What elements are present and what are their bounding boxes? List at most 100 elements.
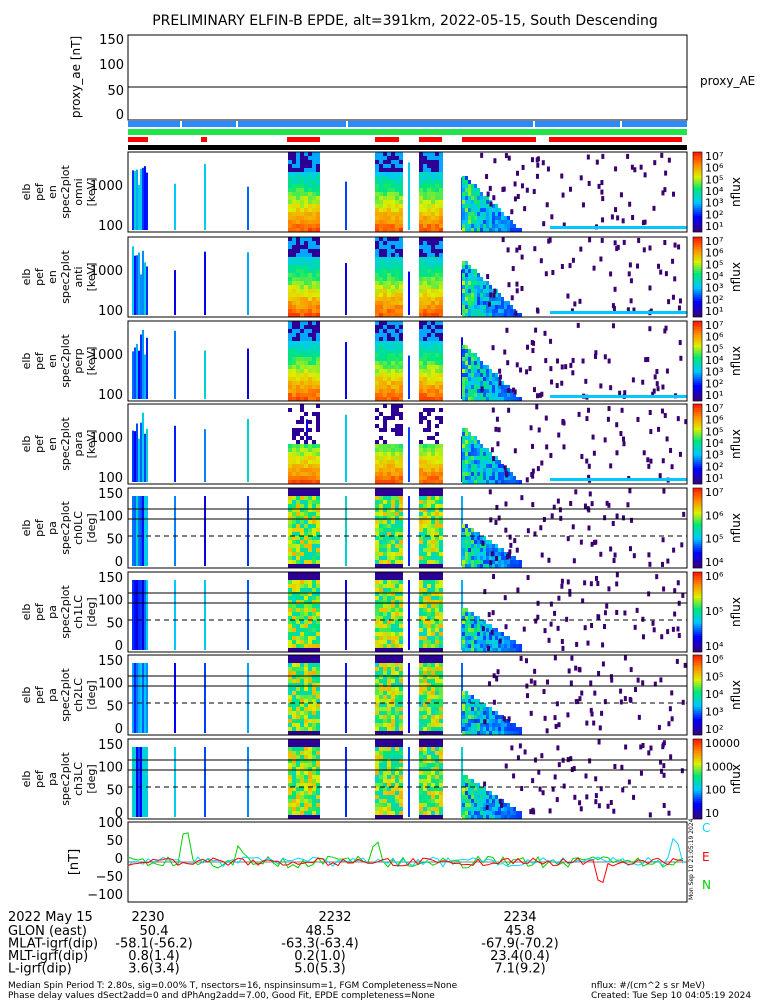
spectro-cell (296, 440, 300, 444)
spectro-cell (387, 452, 391, 456)
spectro-dot (553, 610, 557, 616)
spectro-cell (423, 257, 427, 261)
spectro-stripe (132, 747, 134, 817)
spectro-cell (489, 711, 492, 715)
colorbar-cell (693, 715, 702, 718)
spectro-cell (439, 381, 443, 385)
colorbar-cell (693, 283, 702, 286)
spectro-cell (308, 564, 312, 568)
spectro-cell (292, 337, 296, 341)
spectro-dot (648, 285, 652, 291)
spectro-cell (391, 404, 395, 408)
colorbar-cell (693, 172, 702, 175)
spectro-cell (379, 381, 383, 385)
spectro-cell (296, 172, 300, 176)
spectro-cell (423, 277, 427, 281)
spectro-cell (292, 452, 296, 456)
colorbar-cell (693, 255, 702, 258)
spectro-cell (477, 228, 480, 232)
spectro-cell (431, 333, 435, 337)
spectro-cell (312, 212, 316, 216)
spectro-cell (296, 628, 300, 632)
spectro-cell (375, 249, 379, 253)
spectro-cell (387, 572, 391, 576)
spectro-cell (391, 548, 395, 552)
spectro-cell (471, 297, 474, 301)
spectro-cell (483, 556, 486, 560)
spectro-cell (462, 281, 465, 285)
colorbar-cell (693, 538, 702, 541)
colorbar-cell (693, 343, 702, 346)
spectro-cell (316, 616, 320, 620)
spectro-cell (439, 600, 443, 604)
spectro-cell (292, 428, 296, 432)
spectro-cell (492, 393, 495, 397)
spectro-cell (465, 532, 468, 536)
spectro-cell (395, 723, 399, 727)
spectro-cell (419, 679, 423, 683)
spectro-cell (288, 667, 292, 671)
spectro-dot (567, 668, 571, 674)
spectro-cell (312, 588, 316, 592)
colorbar-cell (693, 208, 702, 211)
spectro-cell (391, 341, 395, 345)
spectro-cell (316, 224, 320, 228)
spectro-cell (427, 381, 431, 385)
spectro-dot (592, 265, 596, 271)
spectro-cell (292, 544, 296, 548)
spectro-cell (292, 196, 296, 200)
spectro-cell (304, 480, 308, 484)
spectro-cell (462, 644, 465, 648)
spectro-cell (383, 373, 387, 377)
spectro-cell (419, 584, 423, 588)
spectro-cell (312, 727, 316, 731)
spectro-dot (513, 181, 517, 187)
spectro-cell (498, 727, 501, 731)
spectro-cell (300, 192, 304, 196)
spectro-cell (379, 655, 383, 659)
spectro-cell (462, 444, 465, 448)
spectro-cell (419, 184, 423, 188)
spectro-cell (419, 257, 423, 261)
panel-frame (127, 403, 688, 485)
spectro-cell (477, 719, 480, 723)
spectro-cell (379, 456, 383, 460)
spectro-cell (399, 644, 403, 648)
spectro-cell (507, 476, 510, 480)
spectro-cell (308, 528, 312, 532)
spectro-cell (387, 164, 391, 168)
spectro-cell (462, 636, 465, 640)
spectro-cell (419, 524, 423, 528)
spectro-cell (395, 172, 399, 176)
spectro-cell (375, 216, 379, 220)
spectro-cell (391, 313, 395, 317)
spectro-cell (312, 373, 316, 377)
spectro-cell (435, 492, 439, 496)
spectro-cell (288, 456, 292, 460)
spectro-cell (383, 228, 387, 232)
spectro-cell (427, 524, 431, 528)
spectro-cell (431, 448, 435, 452)
spectro-cell (492, 212, 495, 216)
spectro-cell (471, 357, 474, 361)
spectro-cell (427, 444, 431, 448)
spectro-cell (431, 476, 435, 480)
spectro-cell (471, 715, 474, 719)
spectro-cell (383, 576, 387, 580)
spectro-cell (308, 172, 312, 176)
spectro-cell (395, 212, 399, 216)
spectro-cell (465, 373, 468, 377)
spectro-cell (383, 253, 387, 257)
spectro-cell (419, 333, 423, 337)
spectro-cell (435, 361, 439, 365)
spectro-cell (379, 224, 383, 228)
colorbar-tick: 10³ (705, 282, 723, 295)
spectro-dot (489, 560, 493, 566)
spectro-cell (423, 496, 427, 500)
spectro-cell (468, 456, 471, 460)
spectro-dot (610, 214, 614, 220)
spectro-cell (399, 301, 403, 305)
spectro-cell (296, 164, 300, 168)
spectro-cell (471, 381, 474, 385)
spectro-cell (419, 329, 423, 333)
